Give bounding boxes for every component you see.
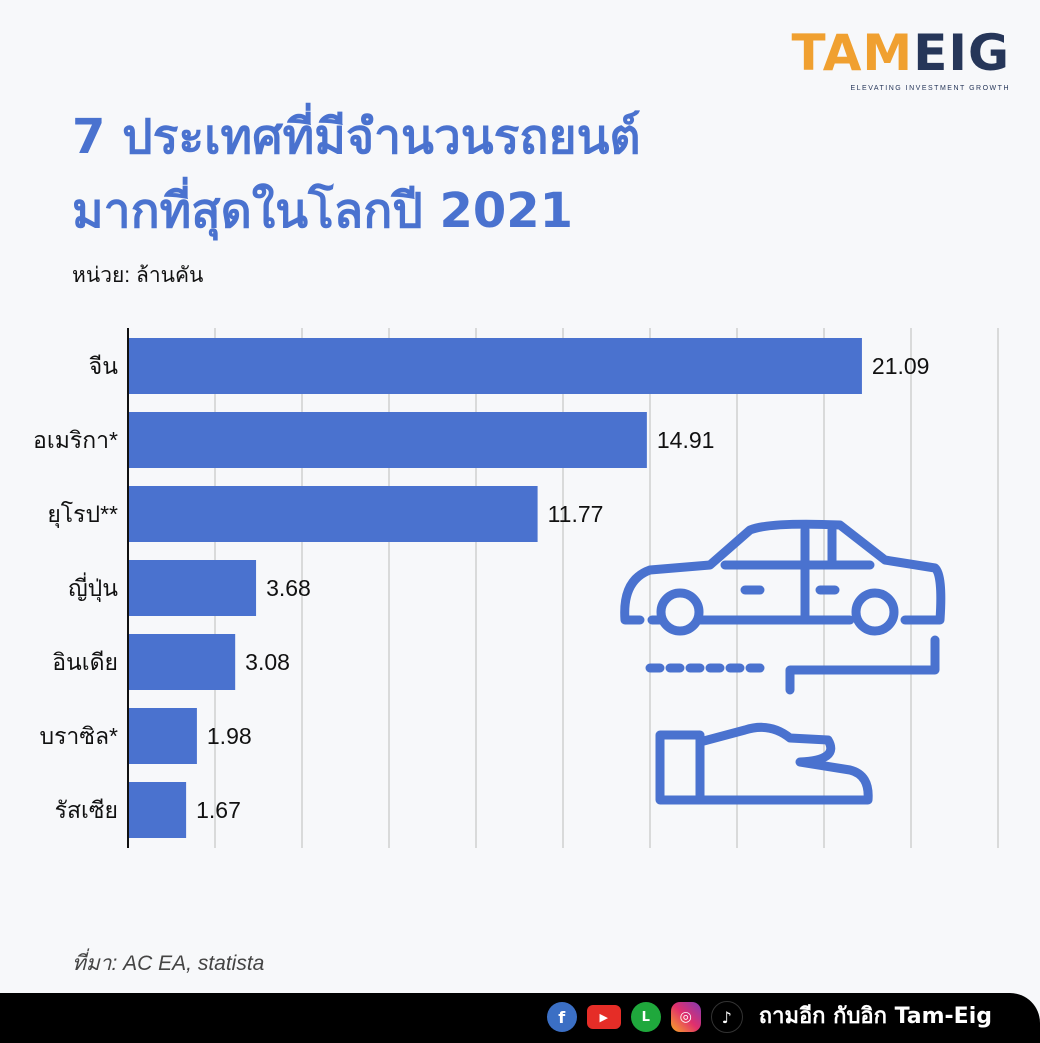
category-label: บราซิล*: [39, 723, 118, 749]
title-line-2: มากที่สุดในโลกปี 2021: [72, 183, 574, 239]
data-label: 14.91: [657, 427, 715, 453]
page-title: 7 ประเทศที่มีจำนวนรถยนต์ มากที่สุดในโลกป…: [72, 100, 641, 248]
logo-tagline: ELEVATING INVESTMENT GROWTH: [850, 85, 1010, 92]
data-label: 3.68: [266, 575, 311, 601]
logo-part1: TAM: [791, 24, 914, 82]
bar: [128, 708, 197, 764]
data-label: 1.67: [196, 797, 241, 823]
bar: [128, 634, 236, 690]
car-hand-illustration: [620, 519, 946, 805]
channel-handle: ถามอีก กับอิก Tam-Eig: [758, 1004, 992, 1029]
bar-chart: 21.09 จีน 14.91 อเมริกา* 11.77 ยุโรป** 3.68 ญี่…: [33, 328, 999, 848]
category-label: ยุโรป**: [47, 501, 118, 528]
footer-bar: f ▶ L ◎ ♪ ถามอีก กับอิก Tam-Eig: [0, 993, 1040, 1043]
bar: [128, 412, 647, 468]
logo-wordmark: TAMEIG: [792, 24, 1011, 82]
bar: [128, 486, 538, 542]
facebook-icon[interactable]: f: [546, 1002, 577, 1032]
category-label: อินเดีย: [52, 649, 118, 675]
data-label: 21.09: [872, 353, 930, 379]
category-label: รัสเซีย: [55, 797, 118, 823]
logo-part2: EIG: [913, 24, 1010, 82]
instagram-icon[interactable]: ◎: [670, 1002, 701, 1032]
category-label: อเมริกา*: [33, 427, 118, 453]
data-label: 11.77: [548, 501, 604, 527]
tiktok-icon[interactable]: ♪: [710, 1001, 743, 1033]
source-note: ที่มา: AC EA, statista: [72, 952, 265, 975]
unit-label: หน่วย: ล้านคัน: [72, 264, 204, 287]
bar: [128, 338, 862, 394]
youtube-icon[interactable]: ▶: [586, 1005, 621, 1029]
data-label: 3.08: [245, 649, 290, 675]
category-label: ญี่ปุ่น: [68, 572, 118, 602]
bar: [128, 782, 187, 838]
logo: TAMEIG ELEVATING INVESTMENT GROWTH: [792, 24, 1011, 94]
title-line-1: 7 ประเทศที่มีจำนวนรถยนต์: [72, 109, 641, 165]
bar: [128, 560, 257, 616]
line-icon[interactable]: L: [630, 1002, 661, 1032]
data-label: 1.98: [207, 723, 252, 749]
category-label: จีน: [89, 353, 118, 379]
